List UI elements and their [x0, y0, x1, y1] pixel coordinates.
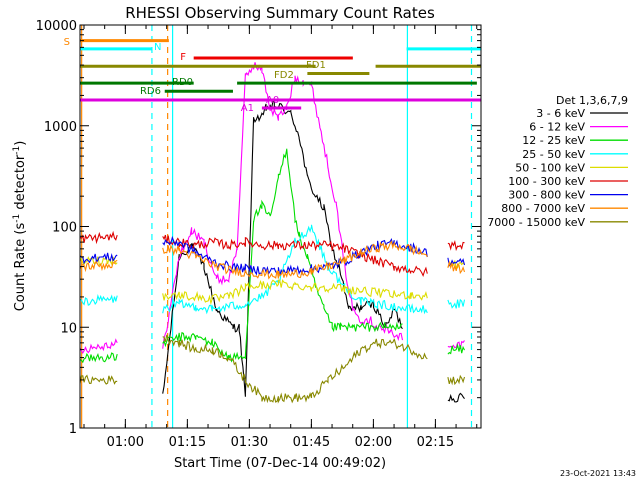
state-label-f: F: [180, 52, 186, 63]
legend-label: 12 - 25 keV: [522, 134, 585, 147]
legend-label: 7000 - 15000 keV: [487, 216, 585, 229]
series-800-7000-kev: [80, 240, 466, 280]
y-axis-label-close: ): [13, 141, 28, 146]
state-label-rd6: RD6: [140, 86, 161, 97]
series-line: [162, 99, 465, 403]
x-tick-label: 01:15: [169, 435, 206, 450]
y-tick-label: 1: [69, 422, 77, 437]
state-label-a0: A0: [266, 95, 279, 106]
state-label-rd0: RD0: [172, 77, 193, 88]
series-7000-15000-kev: [80, 334, 466, 404]
series-25-50-kev: [80, 224, 466, 315]
x-tick-label: 01:30: [231, 435, 268, 450]
series-300-800-kev: [80, 235, 466, 276]
x-tick-label: 01:00: [107, 435, 144, 450]
legend-label: 300 - 800 keV: [508, 189, 585, 202]
legend-label: 50 - 100 keV: [515, 161, 585, 174]
series-6-12-kev: [80, 62, 465, 354]
y-tick-label: 100: [52, 221, 77, 236]
y-axis: 1 10 100 1000 10000: [36, 19, 481, 437]
state-label-fd1: FD1: [306, 60, 326, 71]
state-label-fd2: FD2: [274, 70, 294, 81]
legend-label: 3 - 6 keV: [536, 107, 585, 120]
legend-label: 100 - 300 keV: [508, 175, 585, 188]
series-3-6-kev: [162, 99, 465, 403]
chart-title: RHESSI Observing Summary Count Rates: [125, 4, 435, 22]
y-axis-label-exponent-2: -1: [12, 146, 22, 155]
instrument-state-bars: S N F FD1 FD2 RD0 RD6 A1 A0: [64, 37, 481, 114]
y-axis-label-exponent-1: -1: [12, 214, 22, 223]
y-axis-label: Count Rate (s-1 detector-1): [12, 141, 28, 312]
series-line: [80, 62, 465, 354]
x-tick-label: 01:45: [293, 435, 330, 450]
legend-title: Det 1,3,6,7,9: [556, 94, 628, 107]
series-line: [80, 240, 466, 280]
series-12-25-kev: [80, 148, 465, 364]
state-label-n: N: [154, 42, 161, 53]
y-axis-label-main: Count Rate (s: [13, 223, 28, 312]
x-axis: 01:00 01:15 01:30 01:45 02:00 02:15: [83, 25, 478, 450]
series-line: [80, 334, 466, 404]
series-line: [80, 224, 466, 315]
y-tick-label: 10: [60, 321, 77, 336]
state-label-s: S: [64, 37, 70, 48]
x-tick-label: 02:15: [417, 435, 454, 450]
x-axis-label: Start Time (07-Dec-14 00:49:02): [174, 456, 386, 471]
legend-label: 800 - 7000 keV: [501, 202, 585, 215]
legend-label: 6 - 12 keV: [529, 121, 585, 134]
generation-timestamp: 23-Oct-2021 13:43: [560, 469, 636, 478]
series-line: [80, 230, 465, 277]
state-label-a1: A1: [241, 103, 254, 114]
series-line: [80, 235, 466, 276]
y-axis-label-detector: detector: [13, 154, 28, 214]
series-line: [80, 148, 465, 364]
y-tick-label: 1000: [44, 120, 77, 135]
series-100-300-kev: [80, 230, 465, 277]
energy-band-series: [80, 62, 466, 404]
y-tick-label: 10000: [36, 19, 77, 34]
legend-label: 25 - 50 keV: [522, 148, 585, 161]
x-tick-label: 02:00: [355, 435, 392, 450]
